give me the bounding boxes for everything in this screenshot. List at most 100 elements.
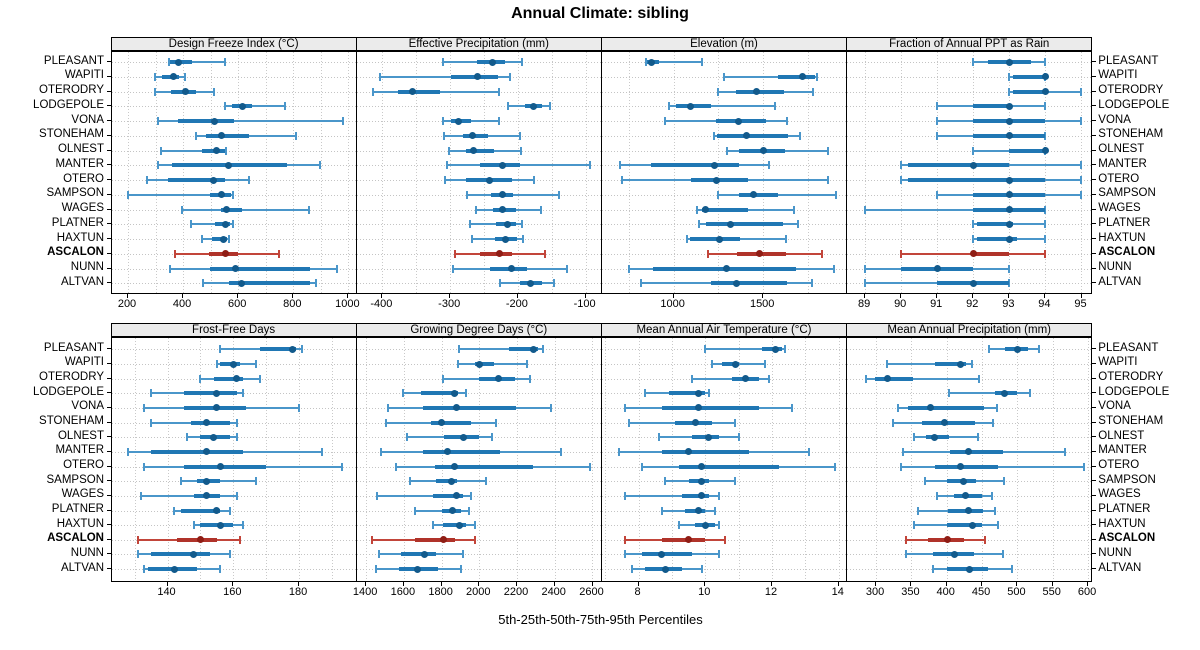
cap-95th — [785, 117, 788, 125]
cap-5th — [644, 58, 647, 66]
range-5-95-platner — [469, 223, 522, 226]
gridline — [946, 338, 948, 581]
cap-5th — [441, 117, 444, 125]
range-25-75 — [736, 89, 784, 94]
site-tick — [106, 406, 111, 408]
median-dot — [698, 492, 706, 500]
range-25-75 — [681, 493, 709, 498]
cap-95th — [724, 535, 727, 544]
gridline — [320, 52, 322, 293]
cap-95th — [319, 161, 322, 170]
x-tick — [972, 294, 974, 298]
cap-5th — [157, 117, 160, 125]
range-5-95-wages — [377, 494, 471, 497]
site-label-right-oterodry: OTERODRY — [1098, 84, 1164, 96]
site-tick — [106, 223, 111, 225]
gridline — [628, 52, 630, 293]
x-tick-label: 12 — [764, 585, 778, 598]
cap-95th — [717, 521, 720, 530]
cap-95th — [497, 117, 500, 125]
cap-5th — [157, 161, 160, 170]
median-dot — [943, 536, 951, 544]
range-25-75 — [721, 362, 739, 366]
cap-5th — [136, 550, 139, 559]
range-5-95-wages — [181, 208, 309, 211]
panel-plot-frost-free-days — [110, 337, 357, 582]
row-guide — [847, 224, 1092, 226]
cap-5th — [668, 102, 671, 111]
cap-95th — [529, 374, 532, 383]
site-tick — [106, 480, 111, 482]
site-tick — [106, 75, 111, 77]
x-tick — [771, 581, 772, 586]
cap-5th — [627, 264, 630, 273]
median-dot — [926, 404, 934, 412]
cap-95th — [834, 190, 837, 199]
median-dot — [1001, 389, 1009, 397]
cap-5th — [145, 176, 148, 184]
range-25-75 — [661, 537, 706, 542]
cap-95th — [542, 345, 545, 354]
cap-95th — [242, 521, 245, 530]
cap-5th — [153, 87, 156, 96]
cap-5th — [936, 131, 939, 140]
cap-95th — [1080, 87, 1083, 96]
site-tick — [1092, 436, 1097, 438]
median-dot — [499, 206, 507, 213]
cap-5th — [190, 220, 193, 229]
gridline — [403, 338, 405, 581]
x-tick-label: 2200 — [503, 585, 529, 598]
x-tick — [347, 294, 349, 298]
site-label-left-nunn: NUNN — [70, 261, 104, 273]
cap-5th — [471, 235, 474, 243]
x-tick — [166, 581, 168, 586]
row-guide — [356, 495, 601, 497]
range-25-75 — [434, 464, 534, 469]
range-25-75 — [661, 449, 749, 454]
site-tick — [1092, 480, 1097, 482]
median-dot — [222, 206, 230, 213]
gridline — [517, 52, 519, 293]
site-tick — [1092, 450, 1097, 452]
median-dot — [1005, 132, 1013, 140]
cap-5th — [677, 521, 680, 530]
cap-5th — [864, 205, 867, 214]
cap-95th — [784, 345, 787, 354]
cap-95th — [560, 447, 563, 456]
range-5-95-vona — [158, 120, 344, 122]
cap-95th — [971, 360, 974, 368]
site-label-right-otero: OTERO — [1098, 459, 1140, 471]
cap-5th — [717, 190, 720, 199]
median-dot — [734, 117, 742, 125]
cap-5th — [414, 506, 417, 515]
x-tick — [553, 581, 555, 586]
range-25-75 — [949, 449, 1003, 454]
cap-95th — [219, 565, 222, 574]
site-label-right-altvan: ALTVAN — [1098, 561, 1142, 574]
range-25-75 — [651, 163, 740, 168]
site-tick — [1092, 553, 1097, 555]
median-dot — [494, 375, 502, 383]
cap-95th — [520, 220, 523, 229]
site-tick — [106, 377, 111, 379]
cap-95th — [232, 220, 234, 229]
gridline — [876, 338, 878, 581]
x-tick-label: -200 — [505, 298, 528, 310]
x-tick-label: 92 — [966, 298, 979, 310]
x-tick — [365, 581, 367, 586]
median-dot — [941, 419, 949, 426]
range-25-75 — [908, 178, 1046, 182]
median-dot — [723, 265, 731, 272]
x-tick-label: 350 — [901, 585, 920, 598]
cap-95th — [552, 279, 555, 288]
median-dot — [233, 375, 241, 383]
x-tick-label: 300 — [865, 585, 885, 598]
row-guide — [601, 150, 847, 152]
x-tick — [875, 581, 877, 586]
gridline — [982, 338, 984, 581]
range-25-75 — [466, 148, 495, 153]
panel-strip-fraction-of-annual-ppt-as-rain: Fraction of Annual PPT as Rain — [846, 37, 1093, 51]
median-dot — [221, 250, 229, 258]
cap-5th — [900, 161, 903, 170]
cap-5th — [972, 235, 975, 243]
